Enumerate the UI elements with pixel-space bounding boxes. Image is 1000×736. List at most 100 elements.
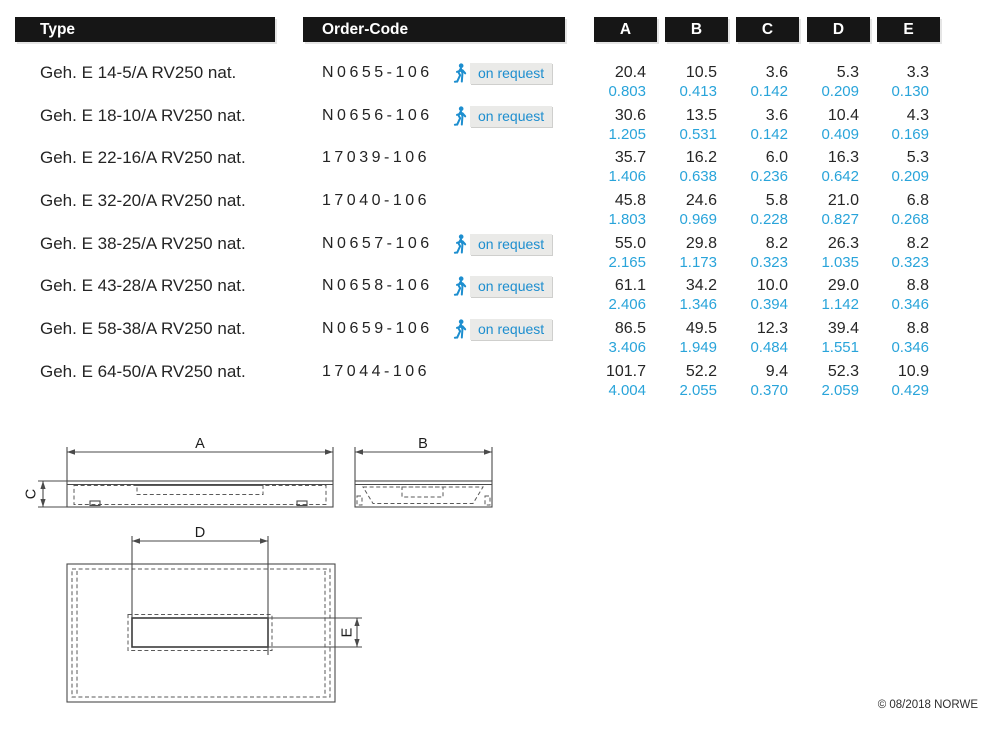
table-row: Geh. E 38-25/A RV250 nat. N0657-106 on r… (0, 228, 1000, 270)
value-inch: 0.142 (750, 126, 788, 143)
value-mm: 3.6 (765, 64, 788, 81)
dim-d-header-label: D (832, 21, 845, 38)
value-mm: 26.3 (827, 235, 859, 252)
column-header-e: E (877, 17, 940, 42)
on-request-label: on request (470, 105, 553, 127)
on-request-label: on request (470, 233, 553, 255)
type-cell: Geh. E 38-25/A RV250 nat. (40, 234, 246, 253)
order-code-cell: N0655-106 (322, 64, 433, 81)
order-code-cell: N0656-106 (322, 107, 433, 124)
table-row: Geh. E 32-20/A RV250 nat. 17040-106 on r… (0, 185, 1000, 227)
value-inch: 0.346 (891, 296, 929, 313)
dim-e-cell: 8.8 0.346 (877, 270, 940, 313)
value-inch: 0.209 (891, 168, 929, 185)
dim-d-cell: 10.4 0.409 (807, 100, 870, 143)
dim-b-cell: 10.5 0.413 (665, 57, 728, 100)
dim-c-cell: 3.6 0.142 (736, 57, 799, 100)
column-header-d: D (807, 17, 870, 42)
value-inch: 1.173 (679, 254, 717, 271)
value-mm: 35.7 (614, 149, 646, 166)
dim-b-cell: 29.8 1.173 (665, 228, 728, 271)
value-mm: 3.6 (765, 107, 788, 124)
value-mm: 5.3 (836, 64, 859, 81)
value-inch: 0.236 (750, 168, 788, 185)
value-mm: 8.8 (906, 320, 929, 337)
dim-a-cell: 35.7 1.406 (594, 142, 657, 185)
value-inch: 1.803 (608, 211, 646, 228)
column-header-c: C (736, 17, 799, 42)
dim-label-d: D (195, 525, 205, 541)
side-view-end: B (354, 436, 493, 508)
value-mm: 10.4 (827, 107, 859, 124)
dim-c-cell: 12.3 0.484 (736, 313, 799, 356)
value-inch: 0.531 (679, 126, 717, 143)
value-mm: 9.4 (765, 363, 788, 380)
order-code-cell: 17044-106 (322, 363, 431, 380)
dim-a-cell: 45.8 1.803 (594, 185, 657, 228)
value-inch: 2.406 (608, 296, 646, 313)
value-inch: 0.638 (679, 168, 717, 185)
dim-b-cell: 34.2 1.346 (665, 270, 728, 313)
type-cell: Geh. E 58-38/A RV250 nat. (40, 319, 246, 338)
dim-d-cell: 29.0 1.142 (807, 270, 870, 313)
value-mm: 8.2 (906, 235, 929, 252)
dim-b-cell: 13.5 0.531 (665, 100, 728, 143)
value-mm: 29.8 (685, 235, 717, 252)
dim-a-cell: 30.6 1.205 (594, 100, 657, 143)
dim-b-cell: 52.2 2.055 (665, 356, 728, 399)
value-inch: 0.370 (750, 382, 788, 399)
dim-c-cell: 9.4 0.370 (736, 356, 799, 399)
on-request-badge[interactable]: on request (452, 233, 553, 255)
value-inch: 4.004 (608, 382, 646, 399)
type-column-header: Type (15, 17, 275, 42)
running-person-icon (453, 234, 467, 254)
type-cell: Geh. E 18-10/A RV250 nat. (40, 106, 246, 125)
value-inch: 0.409 (821, 126, 859, 143)
order-code-header-label: Order-Code (322, 21, 409, 38)
value-inch: 0.484 (750, 339, 788, 356)
type-cell: Geh. E 22-16/A RV250 nat. (40, 148, 246, 167)
running-person-icon (453, 319, 467, 339)
value-inch: 0.429 (891, 382, 929, 399)
value-inch: 0.169 (891, 126, 929, 143)
value-mm: 16.2 (685, 149, 717, 166)
on-request-badge[interactable]: on request (452, 62, 553, 84)
value-mm: 13.5 (685, 107, 717, 124)
value-mm: 20.4 (614, 64, 646, 81)
value-mm: 10.0 (756, 277, 788, 294)
on-request-badge[interactable]: on request (452, 105, 553, 127)
dim-c-cell: 5.8 0.228 (736, 185, 799, 228)
on-request-badge[interactable]: on request (452, 318, 553, 340)
table-row: Geh. E 58-38/A RV250 nat. N0659-106 on r… (0, 313, 1000, 355)
value-inch: 1.346 (679, 296, 717, 313)
value-inch: 0.346 (891, 339, 929, 356)
order-code-cell: N0658-106 (322, 277, 433, 294)
dim-e-cell: 3.3 0.130 (877, 57, 940, 100)
value-inch: 2.165 (608, 254, 646, 271)
dim-a-header-label: A (619, 21, 632, 38)
value-inch: 2.055 (679, 382, 717, 399)
dim-c-cell: 6.0 0.236 (736, 142, 799, 185)
value-mm: 86.5 (614, 320, 646, 337)
table-row: Geh. E 43-28/A RV250 nat. N0658-106 on r… (0, 270, 1000, 312)
value-mm: 8.8 (906, 277, 929, 294)
value-mm: 52.2 (685, 363, 717, 380)
value-inch: 0.394 (750, 296, 788, 313)
order-code-cell: N0659-106 (322, 320, 433, 337)
dim-label-a: A (195, 436, 205, 452)
type-cell: Geh. E 64-50/A RV250 nat. (40, 362, 246, 381)
running-person-icon (453, 63, 467, 83)
value-mm: 6.8 (906, 192, 929, 209)
on-request-badge[interactable]: on request (452, 275, 553, 297)
dim-b-cell: 49.5 1.949 (665, 313, 728, 356)
dim-label-e: E (340, 627, 356, 637)
value-mm: 16.3 (827, 149, 859, 166)
value-inch: 1.142 (821, 296, 859, 313)
value-inch: 0.209 (821, 83, 859, 100)
value-inch: 0.323 (750, 254, 788, 271)
value-mm: 45.8 (614, 192, 646, 209)
type-cell: Geh. E 43-28/A RV250 nat. (40, 276, 246, 295)
top-view: D E (66, 525, 362, 703)
value-mm: 61.1 (614, 277, 646, 294)
